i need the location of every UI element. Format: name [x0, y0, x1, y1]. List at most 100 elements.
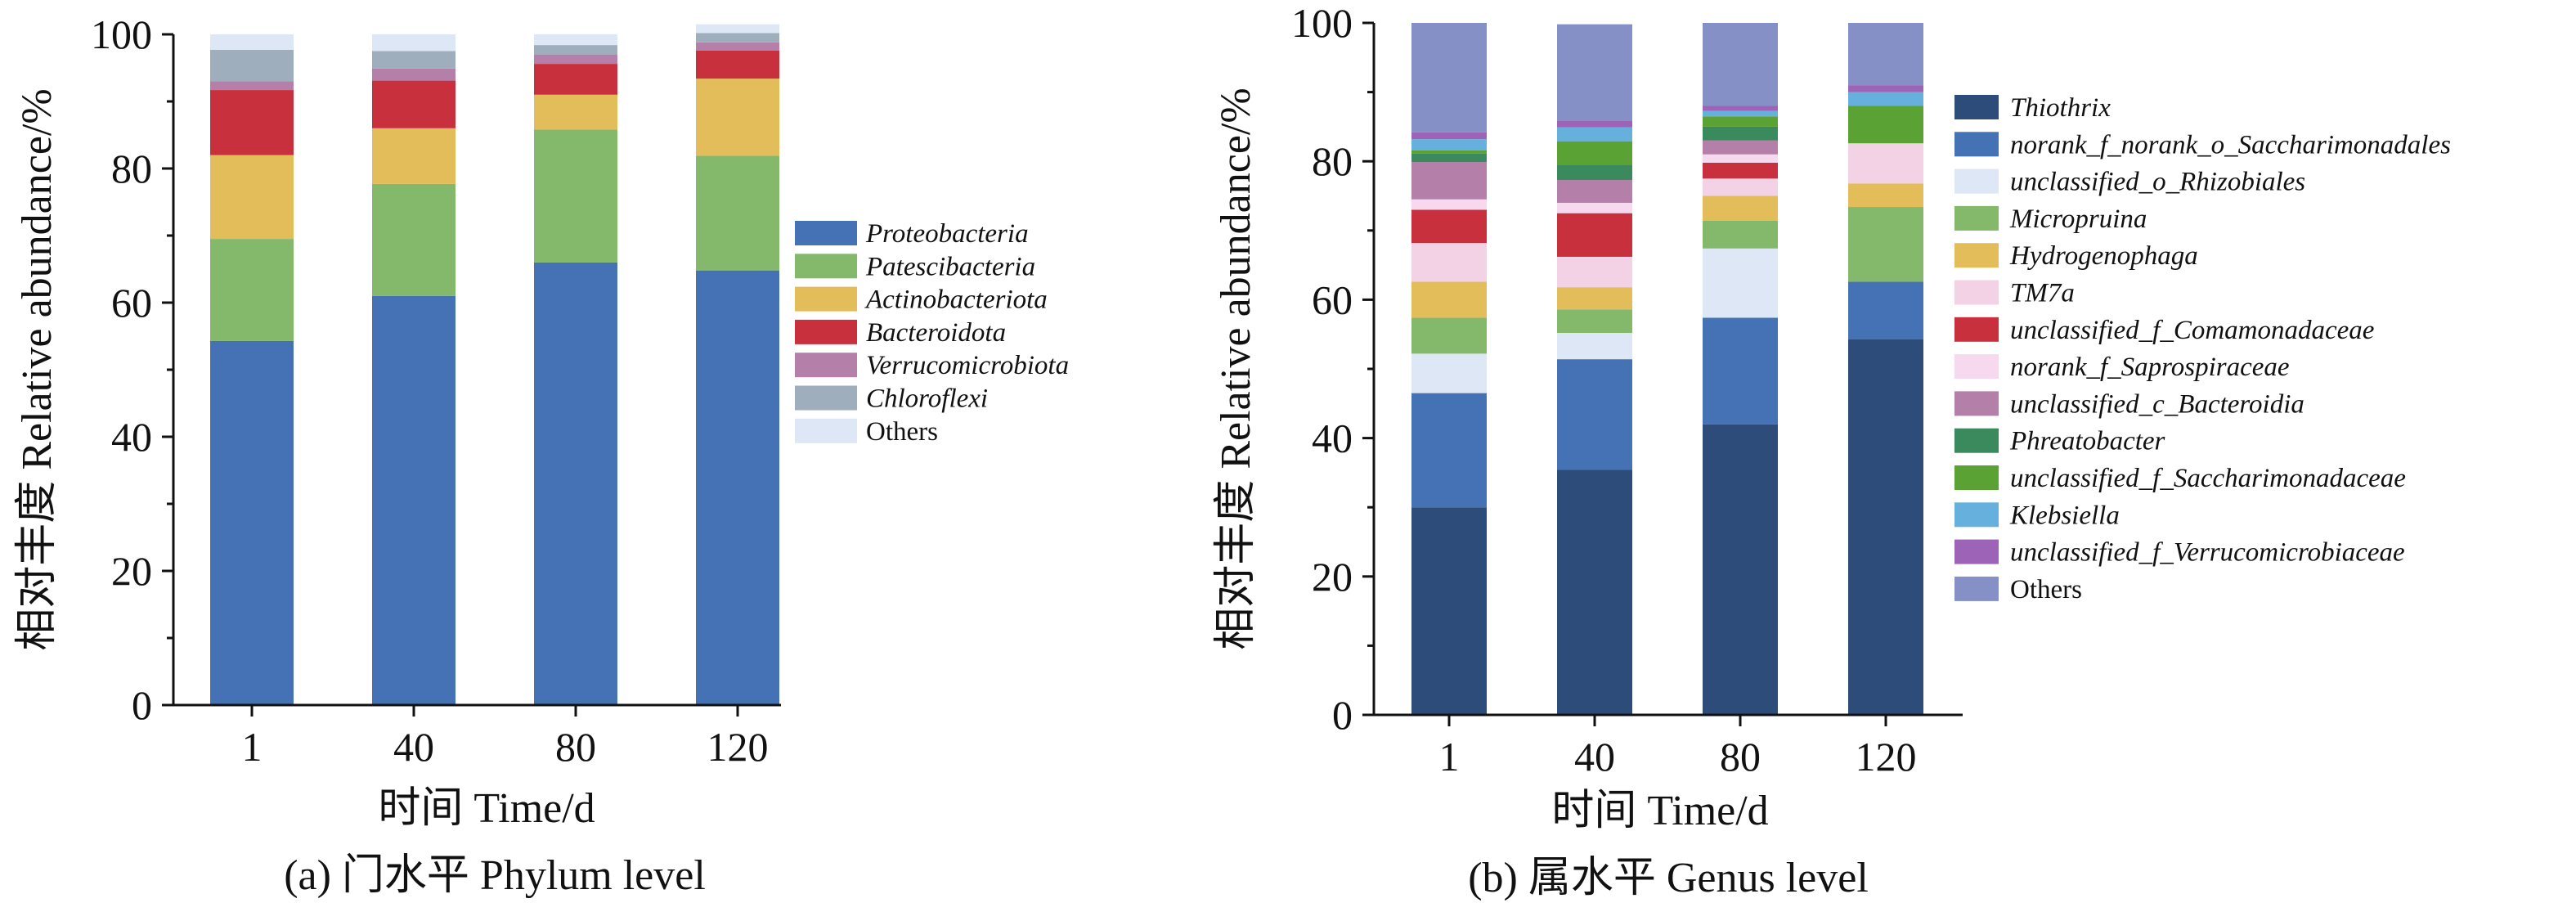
bar-segment-120-norank-f-norank-o-saccharimonadales — [1848, 281, 1923, 339]
bar-segment-120-unclassified-f-saccharimonadaceae — [1848, 106, 1923, 144]
legend-swatch — [795, 353, 857, 378]
bar-segment-1-unclassified-f-comamonadaceae — [1411, 209, 1487, 244]
legend-swatch — [795, 221, 857, 245]
bar-segment-80-others — [534, 34, 617, 46]
bar-segment-120-others — [1848, 23, 1923, 86]
y-tick-label: 40 — [111, 414, 152, 460]
bar-segment-80-patescibacteria — [534, 129, 617, 263]
x-axis-title: 时间 Time/d — [378, 785, 595, 832]
bar-segment-80-klebsiella — [1703, 110, 1778, 117]
bar-segment-40-unclassified-o-rhizobiales — [1557, 333, 1632, 360]
bar-segment-40-unclassified-f-verrucomicrobiaceae — [1557, 120, 1632, 128]
legend-label: Micropruina — [2009, 204, 2147, 234]
bar-segment-40-others — [1557, 24, 1632, 121]
y-tick-label: 100 — [91, 11, 152, 57]
bar-segment-120-proteobacteria — [696, 270, 779, 705]
bar-segment-120-micropruina — [1848, 207, 1923, 282]
legend-swatch — [1954, 465, 1999, 490]
bar-segment-1-unclassified-c-bacteroidia — [1411, 162, 1487, 200]
bar-segment-40-verrucomicrobiota — [372, 68, 456, 81]
chart-caption: (b) 属水平 Genus level — [1468, 855, 1869, 901]
bar-segment-80-proteobacteria — [534, 262, 617, 705]
bar-segment-1-others — [210, 34, 294, 50]
bar-segment-120-verrucomicrobiota — [696, 42, 779, 51]
x-tick-label: 40 — [1574, 734, 1615, 779]
chart-caption: (a) 门水平 Phylum level — [284, 852, 706, 899]
x-tick-label: 120 — [1856, 734, 1917, 779]
bar-segment-40-thiothrix — [1557, 469, 1632, 715]
chart-genus-level: 1 40 80 120 0 20 40 60 80 100 相对丰度 Relative abunda… — [1213, 0, 2451, 901]
bar-segment-80-micropruina — [1703, 220, 1778, 249]
bar-segment-80-unclassified-f-verrucomicrobiaceae — [1703, 106, 1778, 111]
legend-label: unclassified_f_Saccharimonadaceae — [2010, 464, 2406, 493]
bar-segment-1-hydrogenophaga — [1411, 281, 1487, 318]
bar-segment-1-norank-f-norank-o-saccharimonadales — [1411, 393, 1487, 508]
legend-swatch — [795, 385, 857, 411]
x-tick-label: 80 — [555, 724, 596, 770]
legend-swatch — [1954, 576, 1999, 601]
legend-label: Hydrogenophaga — [2009, 241, 2198, 271]
bar-segment-1-thiothrix — [1411, 507, 1487, 715]
x-tick-label: 40 — [393, 724, 434, 770]
bar-segment-80-phreatobacter — [1703, 126, 1778, 141]
bar-segment-40-klebsiella — [1557, 127, 1632, 142]
legend-swatch — [1954, 243, 1999, 268]
bar-segment-120-hydrogenophaga — [1848, 183, 1923, 208]
legend-label: Actinobacteriota — [864, 285, 1048, 315]
y-tick-label: 60 — [1312, 276, 1353, 322]
bar-segment-120-others — [696, 24, 779, 34]
bar-segment-120-klebsiella — [1848, 92, 1923, 106]
y-tick-label: 20 — [1312, 554, 1353, 600]
bar-segment-40-proteobacteria — [372, 295, 456, 705]
bar-segment-1-bacteroidota — [210, 90, 294, 155]
legend-swatch — [1954, 168, 1999, 194]
legend-swatch — [1954, 539, 1999, 564]
x-tick-label: 1 — [242, 724, 263, 770]
bar-segment-40-phreatobacter — [1557, 164, 1632, 181]
bar-segment-1-proteobacteria — [210, 340, 294, 705]
bar-segment-1-patescibacteria — [210, 239, 294, 341]
legend-label: Patescibacteria — [865, 252, 1035, 281]
legend-label: Klebsiella — [2009, 501, 2120, 530]
bar-segment-40-hydrogenophaga — [1557, 287, 1632, 310]
bar-segment-80-unclassified-c-bacteroidia — [1703, 140, 1778, 155]
bar-segment-80-verrucomicrobiota — [534, 54, 617, 65]
bar-segment-120-bacteroidota — [696, 50, 779, 79]
bar-segment-80-thiothrix — [1703, 424, 1778, 715]
bar-segment-1-tm7a — [1411, 243, 1487, 282]
bar-segment-80-norank-f-norank-o-saccharimonadales — [1703, 317, 1778, 425]
bar-segment-1-micropruina — [1411, 317, 1487, 354]
legend-label: Bacteroidota — [866, 318, 1006, 348]
y-tick-label: 100 — [1291, 0, 1353, 46]
legend-swatch — [795, 418, 857, 443]
bar-segment-80-unclassified-f-comamonadaceae — [1703, 162, 1778, 179]
bar-segment-40-unclassified-f-saccharimonadaceae — [1557, 141, 1632, 165]
bar-segment-1-klebsiella — [1411, 139, 1487, 151]
legend-label: Others — [2010, 575, 2082, 604]
bar-segment-80-norank-f-saprospiraceae — [1703, 154, 1778, 163]
bar-segment-1-unclassified-f-verrucomicrobiaceae — [1411, 132, 1487, 140]
legend-swatch — [1954, 280, 1999, 305]
bar-segment-1-verrucomicrobiota — [210, 81, 294, 91]
legend-label: Thiothrix — [2010, 93, 2111, 123]
bar-segment-120-tm7a — [1848, 143, 1923, 184]
x-tick-label: 80 — [1720, 734, 1761, 779]
bar-segment-40-tm7a — [1557, 256, 1632, 288]
legend-swatch — [1954, 317, 1999, 342]
legend: Thiothrix norank_f_norank_o_Saccharimonad… — [1954, 93, 2451, 604]
bar-segment-1-unclassified-f-saccharimonadaceae — [1411, 150, 1487, 154]
bar-segment-80-actinobacteriota — [534, 94, 617, 130]
y-tick-label: 0 — [1332, 692, 1353, 738]
bar-segment-1-unclassified-o-rhizobiales — [1411, 353, 1487, 393]
bar-segment-40-norank-f-norank-o-saccharimonadales — [1557, 359, 1632, 470]
bar-segment-40-chloroflexi — [372, 51, 456, 69]
legend: Proteobacteria Patescibacteria Actinobacte… — [795, 219, 1069, 447]
y-tick-label: 40 — [1312, 416, 1353, 461]
bar-segment-80-bacteroidota — [534, 64, 617, 95]
legend-swatch — [795, 286, 857, 312]
bar-segment-40-patescibacteria — [372, 183, 456, 296]
legend-label: unclassified_o_Rhizobiales — [2010, 168, 2305, 197]
legend-swatch — [1954, 502, 1999, 528]
y-tick-label: 80 — [1312, 138, 1353, 184]
